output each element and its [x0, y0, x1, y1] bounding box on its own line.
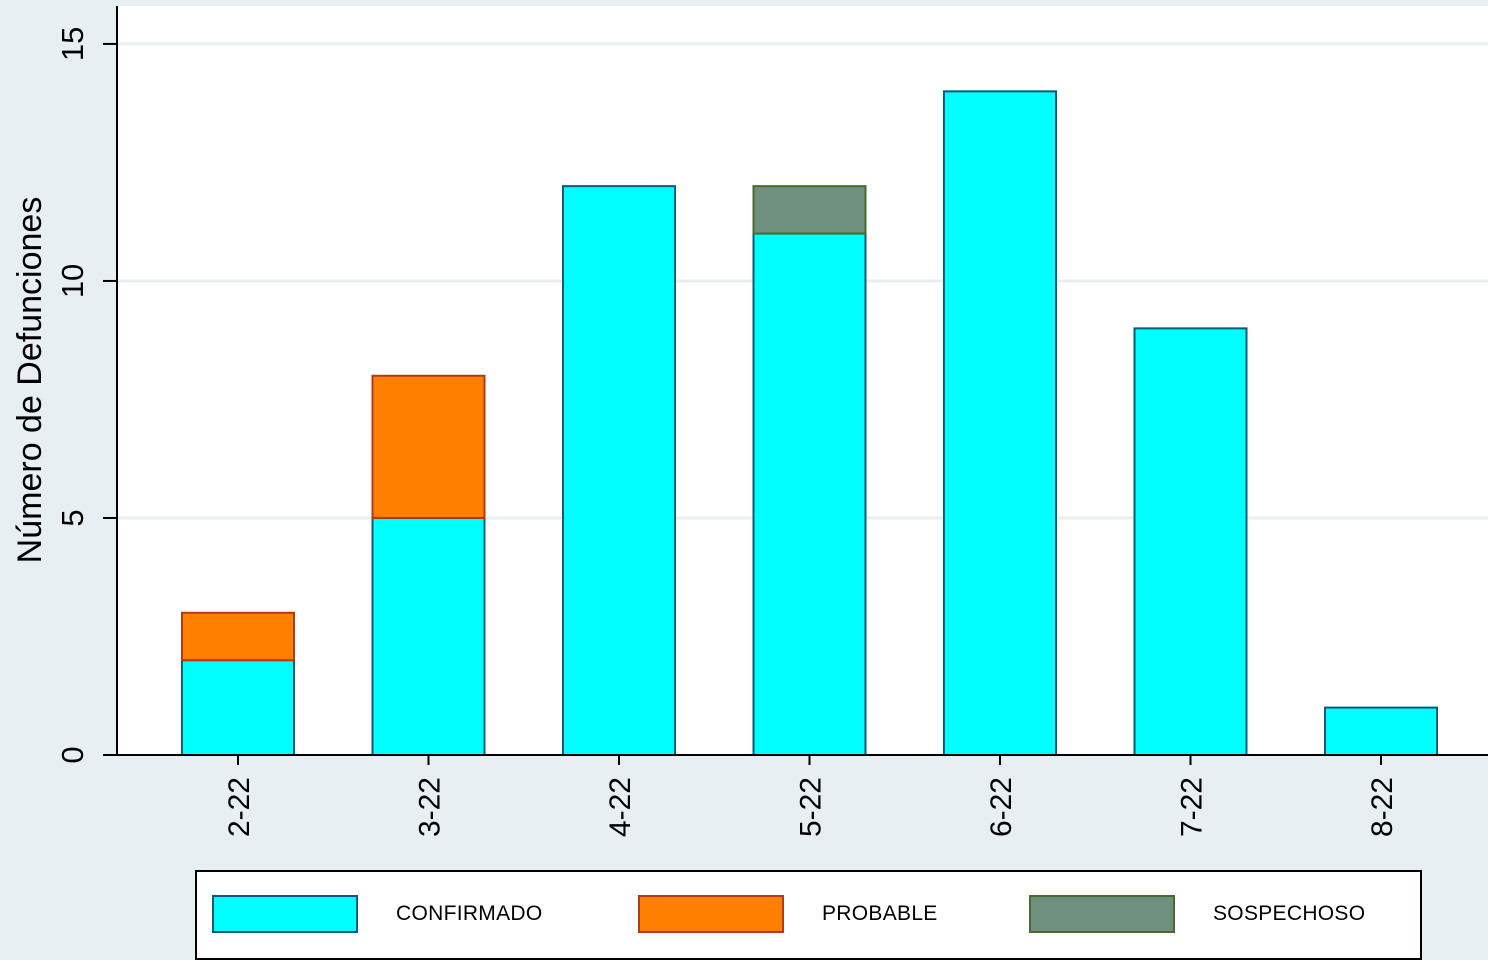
- legend-swatch: [1029, 895, 1175, 933]
- legend: CONFIRMADO PROBABLE SOSPECHOSO: [195, 870, 1422, 960]
- legend-label: SOSPECHOSO: [1213, 902, 1366, 925]
- bar-confirmado-6-22: [943, 90, 1057, 757]
- y-tick-label: 10: [55, 264, 90, 298]
- x-tick-label: 6-22: [985, 777, 1018, 837]
- bar-probable-3-22: [371, 374, 486, 519]
- x-tick-label: 7-22: [1176, 777, 1209, 837]
- y-axis-label: Número de Defunciones: [11, 197, 49, 564]
- x-tick-label: 2-22: [223, 777, 256, 837]
- bar-confirmado-4-22: [562, 185, 676, 757]
- x-axis: 2-22 3-22 4-22 5-22 6-22 7-22 8-22: [116, 754, 1488, 837]
- bar-confirmado-3-22: [371, 516, 486, 756]
- legend-swatch: [212, 895, 358, 933]
- bars: [181, 90, 1438, 757]
- legend-label: PROBABLE: [822, 902, 938, 925]
- bar-sospechoso-5-22: [752, 185, 867, 235]
- y-axis: 0 5 10 15: [55, 6, 118, 764]
- bar-probable-2-22: [181, 611, 295, 662]
- y-tick-label: 15: [55, 27, 90, 61]
- x-tick-label: 5-22: [795, 777, 828, 837]
- bar-confirmado-5-22: [752, 232, 867, 756]
- x-tick-label: 3-22: [414, 777, 447, 837]
- y-tick-label: 0: [55, 746, 90, 763]
- bar-confirmado-2-22: [181, 659, 295, 757]
- bar-confirmado-8-22: [1324, 706, 1438, 756]
- legend-label: CONFIRMADO: [396, 902, 543, 925]
- x-tick-label: 8-22: [1366, 777, 1399, 837]
- legend-item-probable: PROBABLE: [638, 894, 938, 934]
- legend-item-confirmado: CONFIRMADO: [212, 894, 543, 934]
- y-tick-label: 5: [55, 509, 90, 526]
- x-tick-label: 4-22: [604, 777, 637, 837]
- legend-swatch: [638, 895, 784, 933]
- legend-item-sospechoso: SOSPECHOSO: [1029, 894, 1365, 934]
- bar-confirmado-7-22: [1133, 327, 1248, 756]
